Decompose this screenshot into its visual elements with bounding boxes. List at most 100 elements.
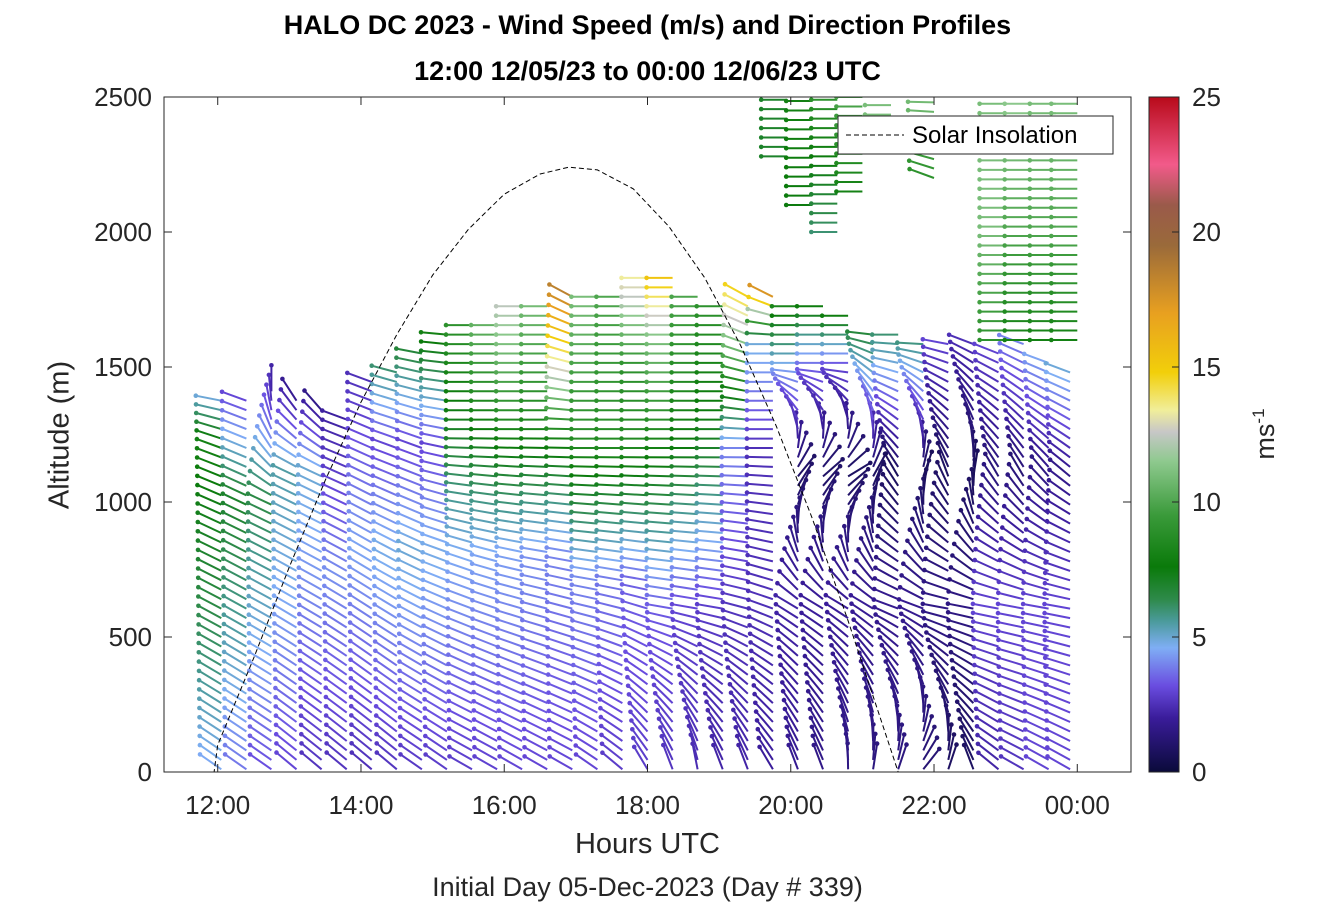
wind-barb-head <box>904 742 909 747</box>
wind-barb-head <box>296 565 302 570</box>
wind-barb <box>951 659 974 676</box>
wind-barb-head <box>719 404 725 410</box>
wind-barb-head <box>468 417 474 422</box>
wind-barb-head <box>544 445 549 450</box>
wind-barb <box>630 719 649 742</box>
wind-barb <box>272 492 297 506</box>
wind-barb <box>736 735 749 761</box>
wind-barb <box>448 727 473 742</box>
wind-barb-head <box>952 361 957 367</box>
wind-barb-head <box>669 464 674 469</box>
wind-barb <box>671 520 698 525</box>
wind-barb-head <box>445 569 450 574</box>
wind-barb-head <box>297 630 302 635</box>
wind-barb-head <box>322 583 327 589</box>
wind-barb <box>908 642 925 666</box>
wind-barb <box>372 456 398 468</box>
wind-barb <box>681 690 699 714</box>
wind-barb-head <box>594 351 599 356</box>
wind-barb-head <box>873 565 878 571</box>
wind-barb <box>198 623 222 638</box>
wind-barb <box>875 613 899 629</box>
wind-barb <box>696 548 723 553</box>
wind-barb <box>496 563 523 572</box>
wind-barb-head <box>977 158 982 163</box>
wind-barb-head <box>897 358 903 364</box>
wind-barb <box>275 714 298 733</box>
wind-barb <box>248 632 272 648</box>
wind-barb-head <box>619 332 624 337</box>
wind-barb <box>496 446 523 449</box>
wind-barb-head <box>902 549 908 555</box>
wind-barb <box>873 588 899 601</box>
wind-barb-head <box>445 578 450 584</box>
wind-barb <box>696 538 723 544</box>
wind-barb-head <box>899 722 905 727</box>
wind-barb-head <box>247 696 252 701</box>
wind-barb <box>800 612 824 629</box>
wind-barb <box>496 554 523 563</box>
wind-barb <box>397 558 423 572</box>
wind-barb <box>496 482 523 487</box>
wind-barb-head <box>776 636 781 641</box>
wind-barb-head <box>809 106 814 112</box>
wind-barb-head <box>698 649 703 655</box>
wind-barb <box>521 573 548 582</box>
wind-barb-head <box>569 537 574 542</box>
wind-barb-head <box>220 445 225 450</box>
wind-barb-head <box>694 398 699 404</box>
wind-barb-head <box>722 302 727 307</box>
wind-barb-head <box>644 304 649 309</box>
wind-barb-head <box>421 641 427 647</box>
wind-barb <box>223 641 247 657</box>
wind-barb-head <box>809 97 814 102</box>
wind-barb-head <box>469 561 475 566</box>
wind-barb <box>646 548 673 553</box>
wind-barb-head <box>370 464 376 469</box>
wind-barb-head <box>744 490 750 495</box>
wind-barb <box>447 561 473 572</box>
wind-barb-head <box>907 166 912 172</box>
wind-barb-head <box>1042 601 1047 607</box>
wind-barb-head <box>801 645 807 650</box>
wind-barb-head <box>831 556 836 561</box>
wind-barb-head <box>369 390 375 396</box>
wind-barb-head <box>977 262 982 267</box>
wind-barb-head <box>298 694 303 700</box>
wind-barb <box>322 446 348 459</box>
wind-barb <box>621 501 648 506</box>
wind-barb-head <box>882 451 888 457</box>
wind-barb <box>977 743 1000 761</box>
wind-barb-head <box>926 391 931 396</box>
wind-barb-head <box>946 625 952 631</box>
wind-barb <box>521 610 548 620</box>
wind-barb <box>1023 592 1049 601</box>
wind-barb-head <box>1027 233 1033 239</box>
wind-barb-head <box>819 360 825 366</box>
wind-barb <box>882 652 900 676</box>
wind-barb <box>223 604 247 619</box>
wind-barb <box>546 417 573 421</box>
wind-barb-head <box>910 516 915 522</box>
wind-barb-head <box>493 389 499 394</box>
wind-barb <box>626 667 649 686</box>
wind-barb-head <box>1021 628 1026 634</box>
wind-barb <box>911 395 925 421</box>
wind-barb-head <box>831 660 837 665</box>
wind-barb <box>521 446 548 449</box>
wind-barb <box>1025 755 1050 771</box>
wind-barb-head <box>620 598 625 604</box>
wind-barb <box>874 606 899 620</box>
wind-barb <box>521 492 548 497</box>
wind-barb-head <box>246 556 251 562</box>
wind-barb-head <box>851 617 856 622</box>
wind-barb <box>998 591 1024 601</box>
wind-barb <box>1044 630 1071 638</box>
wind-barb-head <box>596 661 602 667</box>
wind-barb <box>496 509 523 516</box>
wind-barb-head <box>779 557 785 563</box>
wind-barb-head <box>271 518 276 524</box>
wind-barb <box>841 715 850 742</box>
wind-barb-head <box>194 428 199 433</box>
wind-barb-head <box>805 688 811 694</box>
